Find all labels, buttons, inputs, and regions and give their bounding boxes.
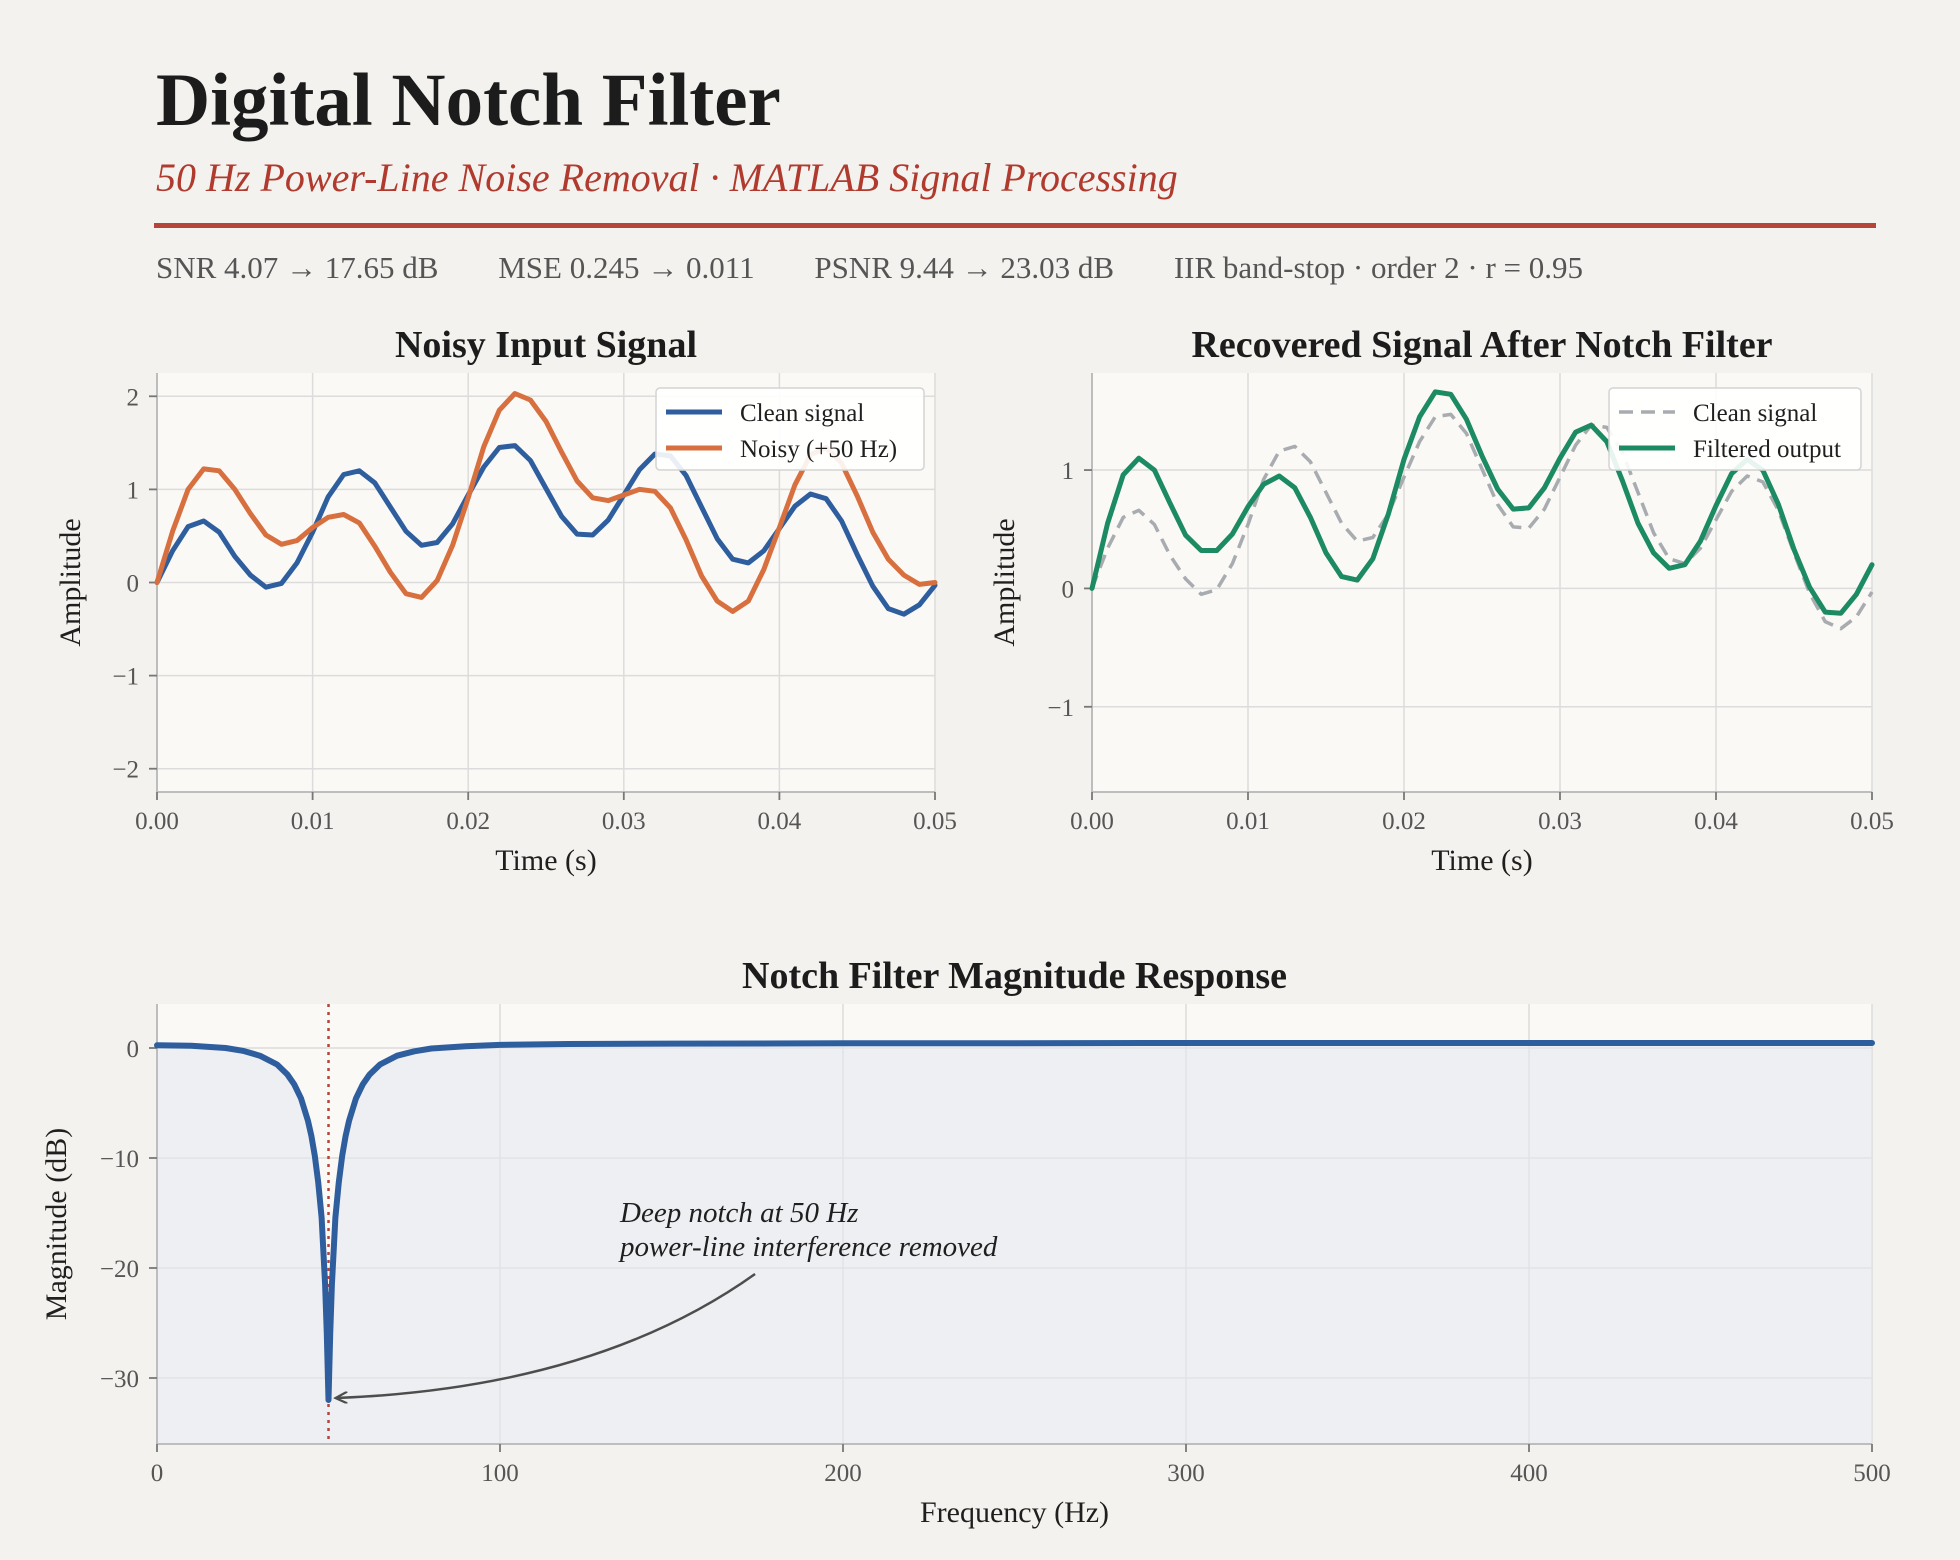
annotation-text: power-line interference removed (618, 1231, 998, 1263)
x-tick-label: 0.00 (135, 808, 179, 835)
y-tick-label: 0 (127, 571, 140, 598)
series-line-1 (154, 443, 938, 617)
y-tick-label: −1 (1047, 695, 1074, 722)
x-tick-label: 0.00 (1070, 808, 1114, 835)
y-axis-label: Magnitude (dB) (40, 1128, 73, 1320)
y-tick-label: −2 (112, 757, 139, 784)
y-tick-label: −10 (100, 1146, 139, 1173)
x-tick-label: 200 (824, 1460, 862, 1487)
y-tick-label: 1 (1062, 458, 1075, 485)
x-tick-label: 0.05 (913, 808, 957, 835)
legend-label: Filtered output (1693, 436, 1841, 463)
legend-label: Clean signal (740, 400, 864, 427)
x-tick-label: 0.04 (1694, 808, 1738, 835)
series-line-1 (1090, 412, 1874, 631)
x-tick-label: 0.02 (1382, 808, 1426, 835)
x-tick-label: 0.05 (1850, 808, 1894, 835)
x-tick-label: 300 (1167, 1460, 1205, 1487)
x-tick-label: 0.03 (602, 808, 646, 835)
y-tick-label: 2 (127, 384, 140, 411)
x-tick-label: 0.04 (758, 808, 802, 835)
legend-label: Clean signal (1693, 400, 1817, 427)
x-tick-label: 0.02 (446, 808, 490, 835)
page-subtitle: 50 Hz Power-Line Noise Removal · MATLAB … (156, 155, 1178, 200)
page-title: Digital Notch Filter (156, 59, 781, 142)
legend: Clean signal Noisy (+50 Hz) (655, 387, 925, 471)
response-fill (157, 1043, 1872, 1444)
y-tick-label: 0 (1062, 576, 1075, 603)
y-tick-label: −1 (112, 664, 139, 691)
snr-metric: SNR 4.07 → 17.65 dB (156, 250, 439, 285)
chart-3: 0 100 200 300 400 500 0 −10 −20 −30 Notch Filter M… (40, 955, 1891, 1529)
x-tick-label: 500 (1853, 1460, 1891, 1487)
y-tick-label: −20 (100, 1256, 139, 1283)
x-tick-label: 0.01 (1226, 808, 1270, 835)
chart-2: 0.00 0.01 0.02 0.03 0.04 0.05 1 0 −1 Recovered Si… (988, 324, 1894, 877)
x-axis-label: Time (s) (1431, 844, 1532, 877)
x-tick-label: 100 (481, 1460, 519, 1487)
y-axis-label: Amplitude (54, 518, 87, 646)
annotation-arrow (337, 1272, 756, 1398)
chart-1: 0.00 0.01 0.02 0.03 0.04 0.05 2 1 0 −1 −2 Noisy Inp… (54, 324, 957, 877)
annotation-text: Deep notch at 50 Hz (619, 1197, 858, 1229)
x-axis-label: Time (s) (495, 844, 596, 877)
chart-title: Noisy Input Signal (395, 324, 697, 366)
legend-box (655, 387, 925, 471)
filter-spec: IIR band-stop · order 2 · r = 0.95 (1173, 250, 1584, 285)
x-tick-label: 0 (151, 1460, 164, 1487)
y-tick-label: 0 (127, 1036, 140, 1063)
legend: Clean signal Filtered output (1608, 387, 1862, 471)
x-tick-label: 0.01 (291, 808, 335, 835)
mse-metric: MSE 0.245 → 0.011 (498, 250, 755, 285)
x-tick-label: 0.03 (1538, 808, 1582, 835)
x-axis-label: Frequency (Hz) (920, 1496, 1109, 1529)
chart-title: Notch Filter Magnitude Response (742, 955, 1287, 997)
x-tick-label: 400 (1510, 1460, 1548, 1487)
header-divider (154, 223, 1876, 228)
y-axis-label: Amplitude (988, 518, 1021, 646)
psnr-metric: PSNR 9.44 → 23.03 dB (814, 250, 1115, 285)
series-line-1 (154, 1040, 1875, 1403)
legend-label: Noisy (+50 Hz) (740, 436, 897, 463)
y-tick-label: −30 (100, 1366, 139, 1393)
chart-title: Recovered Signal After Notch Filter (1191, 324, 1772, 366)
y-tick-label: 1 (127, 477, 140, 504)
metrics-bar: SNR 4.07 → 17.65 dB MSE 0.245 → 0.011 PS… (156, 250, 1635, 286)
